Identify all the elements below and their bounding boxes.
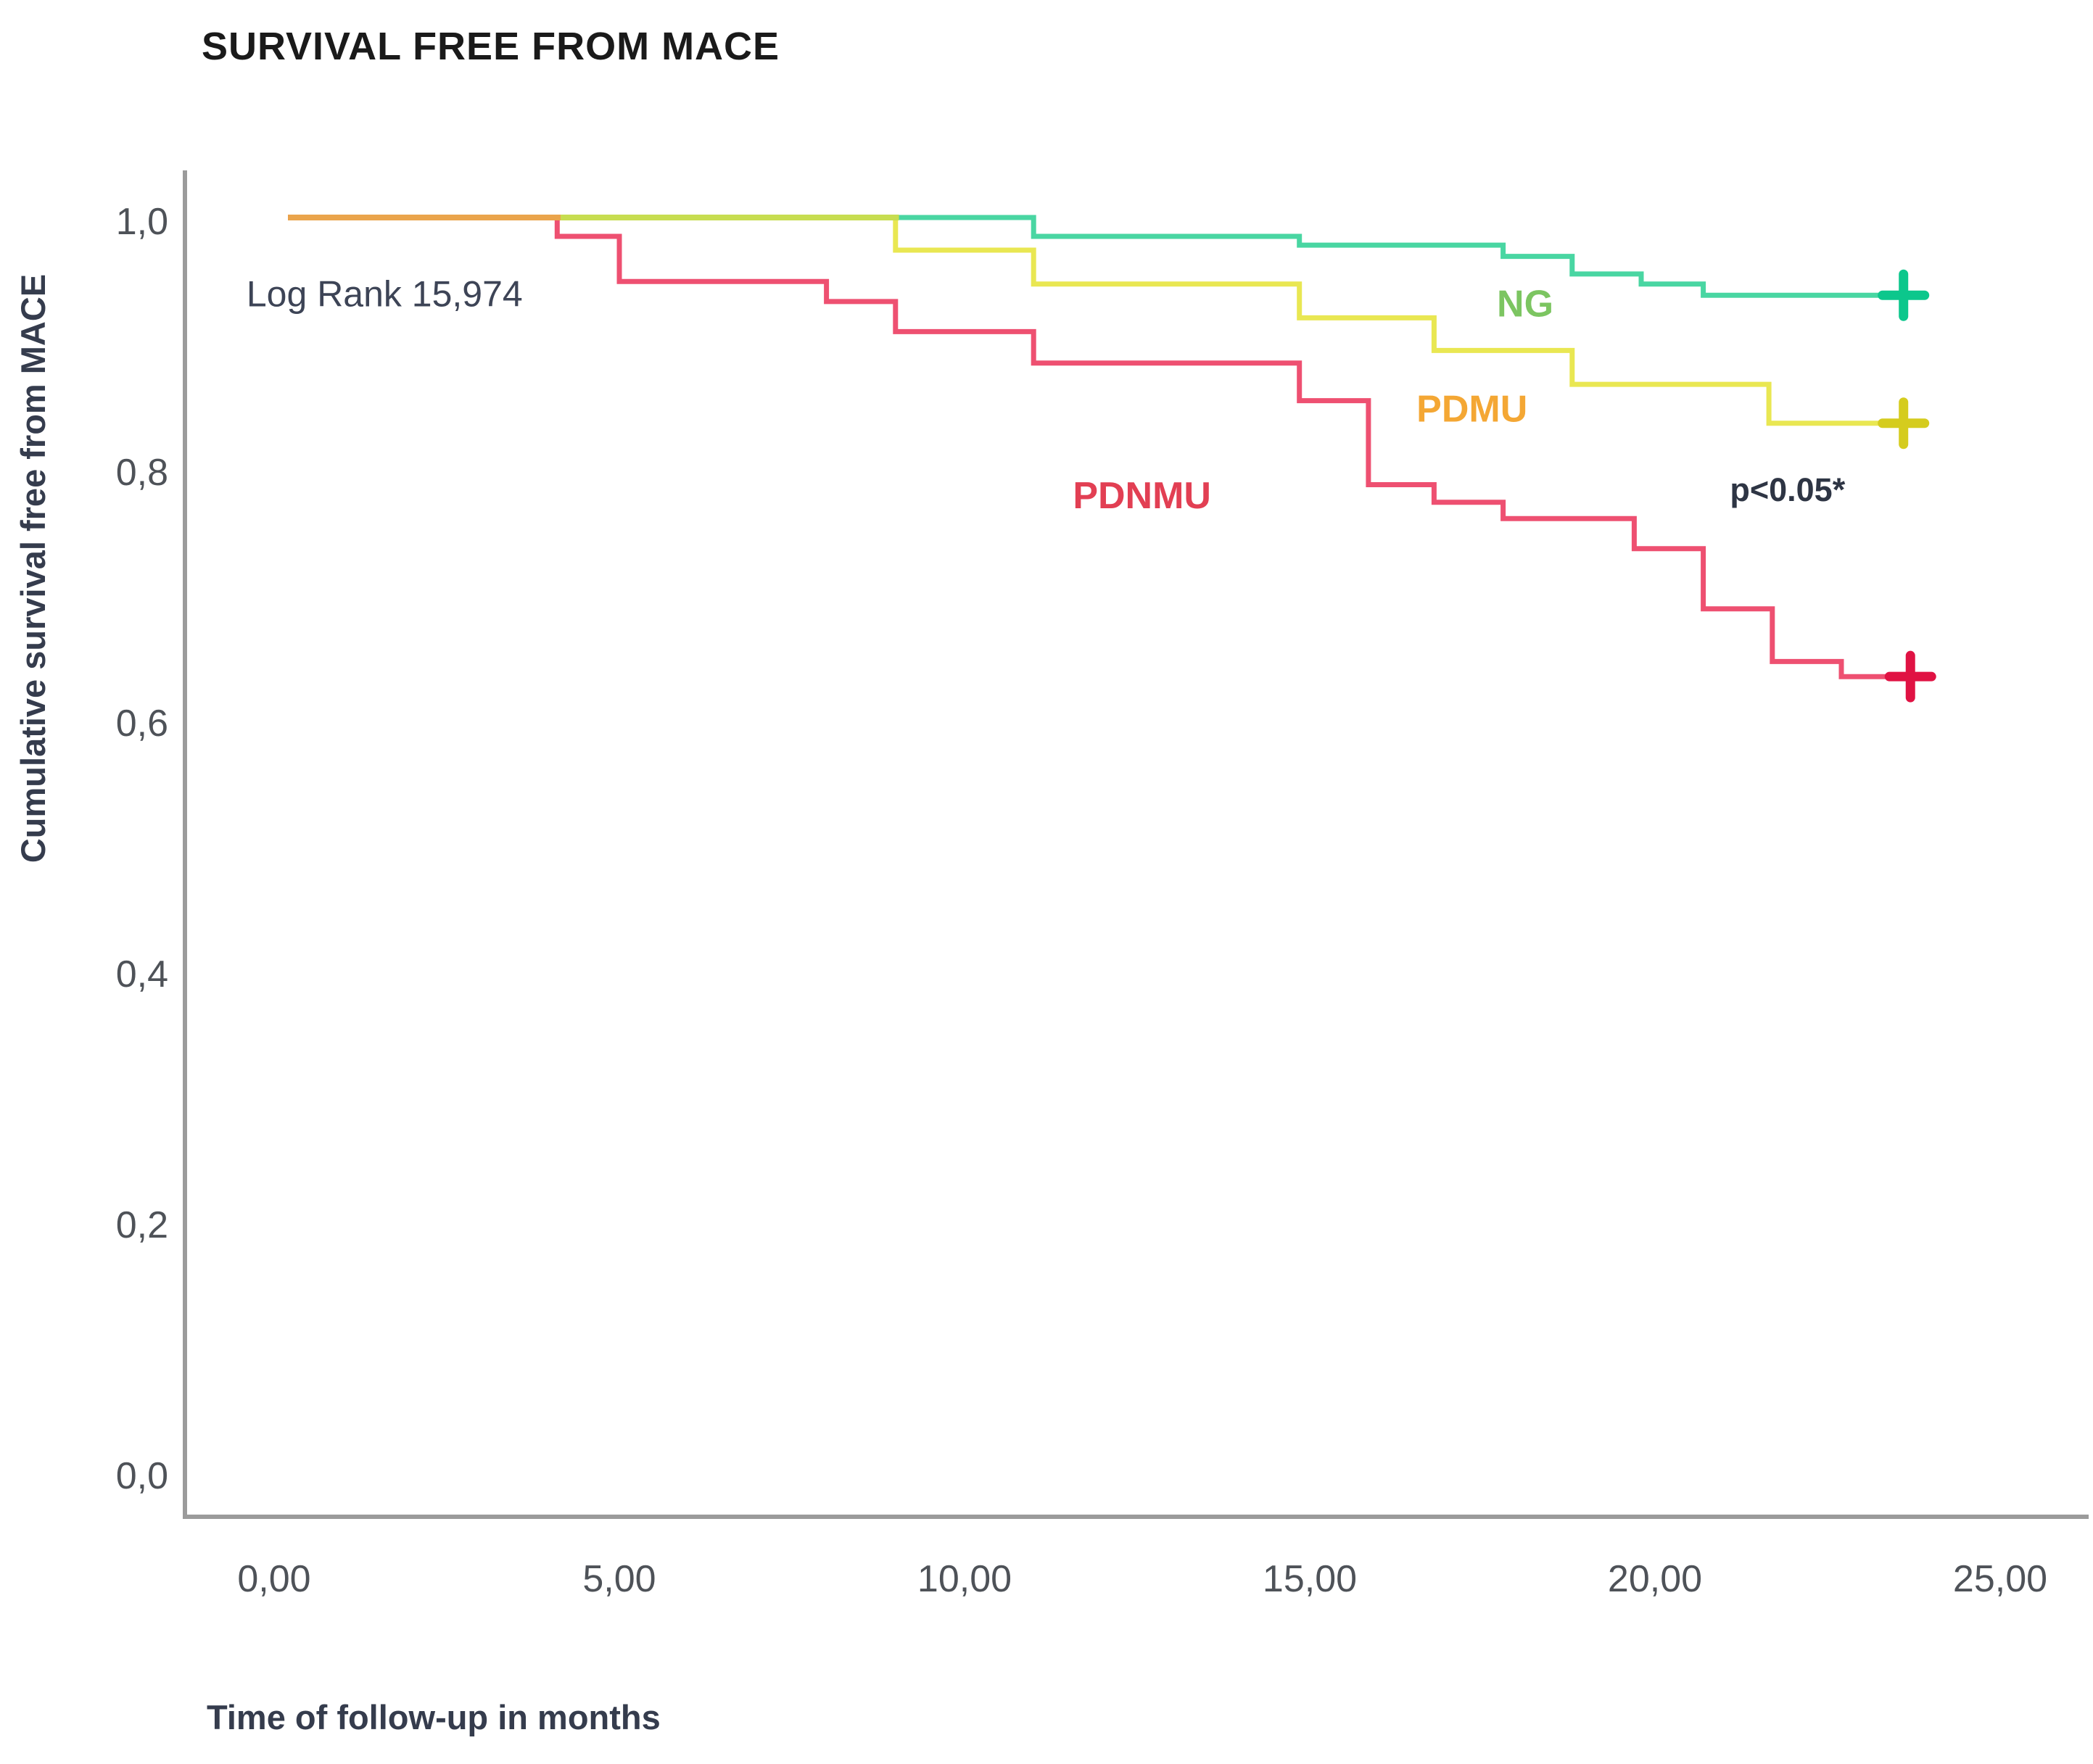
- censor-mark-pdmu: [1878, 397, 1930, 450]
- x-tick-label: 5,00: [582, 1558, 656, 1600]
- annotation-log-rank: Log Rank 15,974: [247, 274, 523, 315]
- y-tick-label: 0,2: [116, 1204, 168, 1246]
- x-tick-label: 20,00: [1608, 1558, 1702, 1600]
- y-tick-label: 0,0: [116, 1455, 168, 1497]
- y-tick-label: 0,8: [116, 452, 168, 494]
- annotation-label-pdmu: PDMU: [1416, 389, 1527, 431]
- x-tick-label: 10,00: [917, 1558, 1012, 1600]
- annotation-label-pdnmu: PDNMU: [1073, 475, 1211, 517]
- x-tick-label: 0,00: [237, 1558, 310, 1600]
- survival-curves: [288, 215, 1936, 703]
- chart-title: SURVIVAL FREE FROM MACE: [202, 25, 780, 68]
- x-axis-title: Time of follow-up in months: [207, 1698, 661, 1736]
- annotation-p-value: p<0.05*: [1730, 471, 1845, 508]
- series-line-ng: [288, 215, 1925, 298]
- axes: [183, 170, 2089, 1519]
- series-line-pdnmu: [288, 215, 1928, 679]
- chart-annotations: Log Rank 15,974 NG PDMU PDNMU p<0.05*: [247, 274, 1846, 518]
- censor-mark-ng: [1878, 269, 1930, 321]
- x-tick-label: 15,00: [1263, 1558, 1357, 1600]
- y-tick-label: 0,4: [116, 953, 168, 995]
- y-tick-label: 1,0: [116, 201, 168, 243]
- censor-mark-pdnmu: [1884, 650, 1936, 703]
- tick-labels: 0,00 5,00 10,00 15,00 20,00 25,00 1,0 0,8 0,6 0,4…: [116, 201, 2047, 1600]
- y-tick-label: 0,6: [116, 703, 168, 745]
- y-axis-title: Cumulative survival free from MACE: [14, 274, 52, 863]
- x-tick-label: 25,00: [1953, 1558, 2047, 1600]
- annotation-label-ng: NG: [1497, 283, 1553, 325]
- series-line-pdmu: [288, 215, 1925, 426]
